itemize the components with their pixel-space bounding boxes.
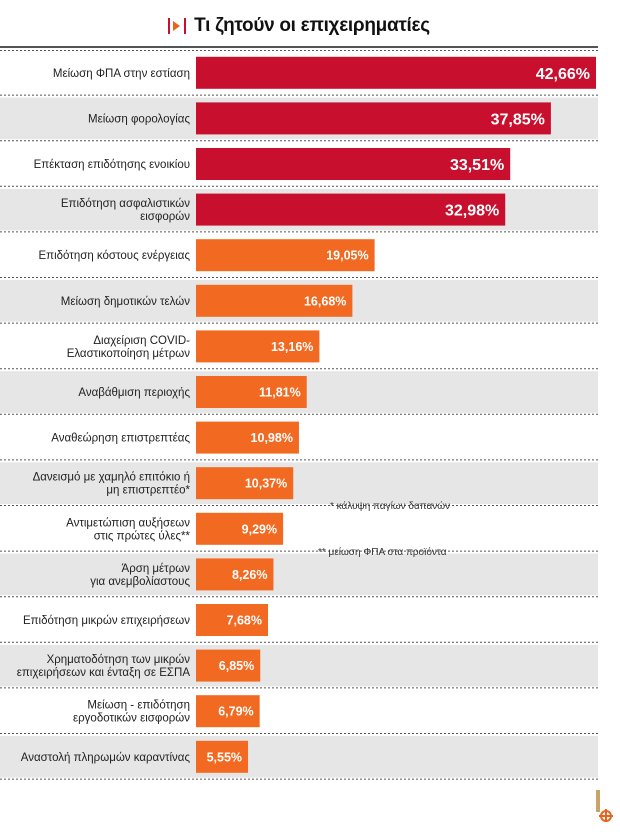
bar-chart-svg: Μείωση ΦΠΑ στην εστίαση 42,66% Μείωση φορο…	[0, 50, 598, 780]
bar	[196, 56, 596, 89]
bar	[196, 740, 249, 773]
data-label: 7,68%	[227, 614, 262, 628]
category-label: Μείωση φορολογίας	[88, 113, 190, 125]
data-label: 6,85%	[219, 659, 254, 673]
bar	[196, 148, 511, 180]
data-label: 32,98%	[445, 203, 499, 220]
publisher-logo	[594, 790, 618, 823]
bar	[196, 421, 299, 454]
category-label: Αναθεώρηση επιστρεπτέας	[51, 433, 190, 445]
chart-title-bar: Τι ζητούν οι επιχειρηματίες	[0, 8, 598, 44]
category-label: Επέκταση επιδότησης ενοικίου	[34, 159, 190, 171]
bar	[196, 102, 551, 135]
bar	[196, 604, 269, 636]
data-label: 6,79%	[218, 705, 253, 719]
category-label: Επιδότηση ασφαλιστικών εισφορών	[61, 198, 190, 223]
bar	[196, 512, 284, 545]
category-label: Επιδότηση μικρών επιχειρήσεων	[23, 615, 190, 627]
row-stripe	[0, 644, 598, 687]
category-label: Επιδότηση κόστους ενέργειας	[39, 250, 191, 262]
data-label: 11,81%	[259, 386, 301, 400]
category-label: Μείωση - επιδότηση εργοδοτικών εισφορών	[73, 700, 190, 725]
data-label: 42,66%	[536, 66, 590, 83]
data-label: 9,29%	[242, 522, 277, 536]
bar	[196, 330, 320, 363]
data-label: 8,26%	[232, 568, 267, 582]
category-label: Δανεισμό με χαμηλό επιτόκιο ή μη επιστρεπ…	[33, 472, 191, 497]
bar	[196, 376, 307, 408]
category-label: Χρηματοδότηση των μικρών επιχειρήσεων και…	[17, 654, 191, 679]
bar	[196, 558, 274, 591]
bar	[196, 239, 375, 272]
data-label: 33,51%	[450, 157, 504, 174]
play-icon	[168, 18, 187, 34]
data-label: 19,05%	[326, 249, 368, 263]
category-label: Άρση μέτρων για ανεμβολίαστους	[90, 563, 190, 588]
category-label: Διαχείριση COVID-Ελαστικοποίηση μέτρων	[67, 335, 191, 360]
chart-title: Τι ζητούν οι επιχειρηματίες	[194, 15, 430, 36]
data-label: 10,37%	[245, 477, 287, 491]
category-label: Αντιμετώπιση αυξήσεων στις πρώτες ύλες**	[66, 517, 190, 542]
category-label: Αναβάθμιση περιοχής	[78, 387, 190, 399]
data-label: 16,68%	[304, 294, 346, 308]
category-label: Μείωση δημοτικών τελών	[61, 296, 190, 308]
footnote-vat-products: ** μείωση ΦΠΑ στα προϊόντα	[318, 547, 447, 558]
footnote-fixed-costs: * κάλυψη παγίων δαπανών	[330, 501, 451, 512]
data-label: 37,85%	[491, 111, 545, 128]
bar	[196, 695, 260, 728]
bar	[196, 193, 506, 226]
category-label: Μείωση ΦΠΑ στην εστίαση	[53, 68, 190, 80]
row-stripe	[0, 462, 598, 504]
adjacent-column-edge	[604, 0, 620, 832]
bar	[196, 284, 353, 317]
category-label: Αναστολή πληρωμών καραντίνας	[21, 752, 191, 764]
data-label: 13,16%	[271, 340, 313, 354]
title-divider	[0, 46, 598, 48]
bar	[196, 467, 294, 500]
row-stripe	[0, 553, 598, 596]
bar	[196, 649, 261, 682]
data-label: 5,55%	[207, 750, 242, 764]
row-stripe	[0, 736, 598, 778]
data-label: 10,98%	[251, 431, 293, 445]
